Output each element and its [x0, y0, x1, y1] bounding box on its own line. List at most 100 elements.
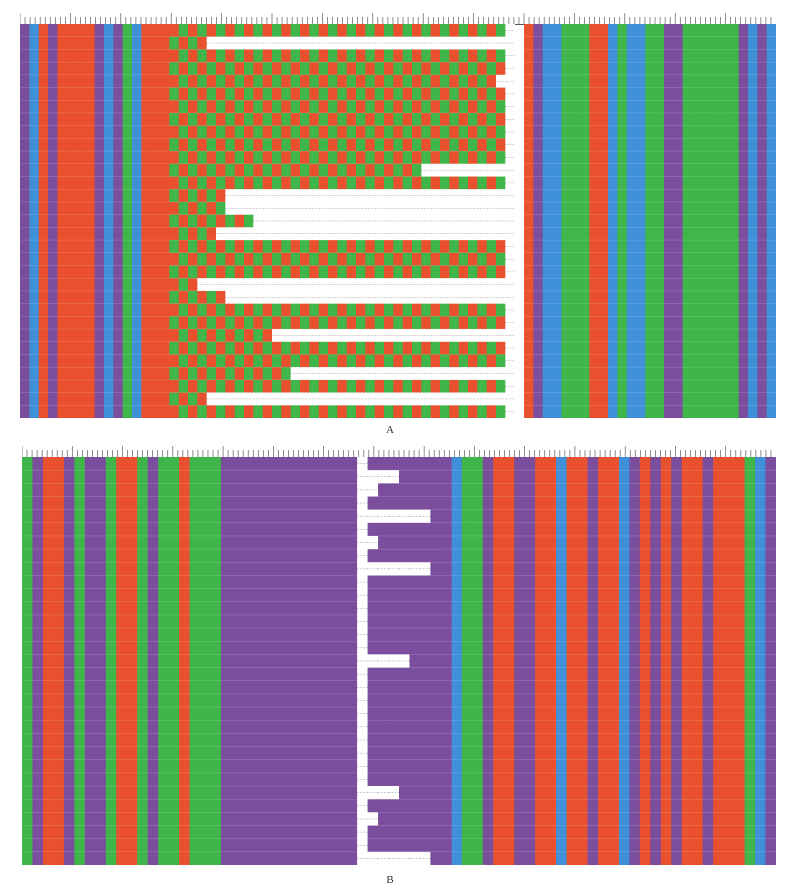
repeat-cell [409, 535, 421, 550]
gap-cell [365, 392, 376, 406]
repeat-cell [244, 176, 254, 190]
gap-cell [440, 201, 450, 215]
repeat-cell [430, 562, 442, 576]
repeat-cell [328, 303, 338, 317]
gap-cell [505, 87, 516, 101]
repeat-cell [409, 707, 421, 721]
repeat-cell [440, 470, 452, 484]
repeat-cell [378, 772, 389, 787]
repeat-cell [430, 746, 442, 761]
gap-cell [206, 36, 217, 50]
repeat-cell [399, 799, 410, 813]
gap-cell [290, 367, 301, 381]
repeat-cell [388, 601, 400, 616]
repeat-cell [253, 151, 264, 165]
gap-cell [388, 509, 400, 524]
repeat-cell [419, 549, 431, 563]
base-column [42, 457, 54, 865]
gap-cell [281, 227, 292, 241]
base-column [580, 24, 590, 418]
repeat-cell [188, 189, 198, 203]
gap-cell [253, 214, 264, 228]
repeat-cell [388, 575, 400, 589]
gap-cell [388, 851, 400, 865]
repeat-cell [378, 799, 389, 813]
repeat-cell [458, 112, 469, 126]
repeat-cell [419, 812, 431, 826]
repeat-cell [262, 354, 273, 368]
repeat-cell [367, 667, 379, 682]
gap-cell [357, 707, 368, 721]
repeat-cell [318, 163, 329, 177]
repeat-cell [430, 707, 442, 721]
base-column [639, 457, 651, 865]
repeat-cell [346, 87, 357, 101]
repeat-cell [421, 379, 432, 393]
gap-cell [458, 392, 469, 406]
repeat-cell [197, 303, 208, 317]
base-column [336, 457, 348, 865]
gap-cell [318, 227, 329, 241]
repeat-cell [374, 100, 385, 114]
base-column [692, 24, 702, 418]
repeat-cell [262, 341, 273, 355]
repeat-cell [477, 49, 488, 63]
repeat-cell [300, 87, 310, 101]
repeat-cell [399, 707, 410, 721]
gap-cell [206, 278, 217, 292]
gap-cell [505, 214, 516, 228]
repeat-cell [440, 125, 450, 139]
gap-cell [225, 278, 236, 292]
base-column [757, 24, 768, 418]
repeat-cell [419, 601, 431, 616]
repeat-cell [440, 812, 452, 826]
repeat-cell [272, 24, 282, 38]
repeat-cell [402, 176, 413, 190]
repeat-cell [440, 759, 452, 774]
gap-cell [234, 36, 245, 50]
gap-cell [412, 36, 422, 50]
repeat-cell [234, 303, 245, 317]
repeat-cell [458, 341, 469, 355]
repeat-cell [477, 303, 488, 317]
repeat-cell [421, 354, 432, 368]
repeat-cell [374, 354, 385, 368]
gap-cell [357, 628, 368, 642]
repeat-cell [290, 62, 301, 76]
repeat-cell [430, 601, 442, 616]
gap-cell [365, 201, 376, 215]
repeat-cell [440, 720, 452, 734]
repeat-cell [169, 290, 180, 304]
repeat-cell [272, 74, 282, 88]
repeat-cell [178, 252, 189, 266]
repeat-cell [388, 799, 400, 813]
gap-cell [496, 367, 506, 381]
repeat-cell [234, 252, 245, 266]
repeat-cell [402, 316, 413, 330]
repeat-cell [440, 24, 450, 38]
gap-cell [356, 214, 366, 228]
repeat-cell [178, 125, 189, 139]
repeat-cell [169, 163, 180, 177]
base-column [617, 24, 628, 418]
repeat-cell [328, 316, 338, 330]
repeat-cell [378, 667, 389, 682]
repeat-cell [169, 151, 180, 165]
gap-cell [399, 562, 410, 576]
repeat-cell [225, 379, 236, 393]
repeat-cell [337, 252, 348, 266]
repeat-cell [253, 24, 264, 38]
repeat-cell [197, 125, 208, 139]
gap-cell [365, 290, 376, 304]
repeat-cell [449, 62, 460, 76]
repeat-cell [458, 240, 469, 254]
repeat-cell [216, 214, 226, 228]
repeat-cell [244, 163, 254, 177]
repeat-cell [365, 341, 376, 355]
repeat-cell [356, 163, 366, 177]
repeat-cell [440, 601, 452, 616]
repeat-cell [412, 62, 422, 76]
repeat-cell [378, 707, 389, 721]
gap-cell [328, 201, 338, 215]
gap-cell [393, 36, 404, 50]
